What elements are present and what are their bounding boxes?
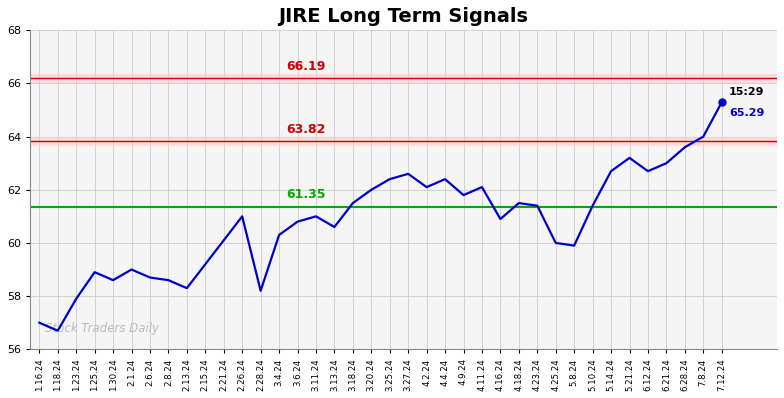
Text: Stock Traders Daily: Stock Traders Daily [45, 322, 159, 335]
Text: 65.29: 65.29 [729, 108, 764, 118]
Text: 66.19: 66.19 [286, 60, 325, 72]
Text: 15:29: 15:29 [729, 87, 764, 97]
Text: 63.82: 63.82 [286, 123, 325, 136]
Title: JIRE Long Term Signals: JIRE Long Term Signals [278, 7, 528, 26]
Bar [30, 74, 777, 83]
Bar [30, 137, 777, 146]
Text: 61.35: 61.35 [286, 188, 325, 201]
